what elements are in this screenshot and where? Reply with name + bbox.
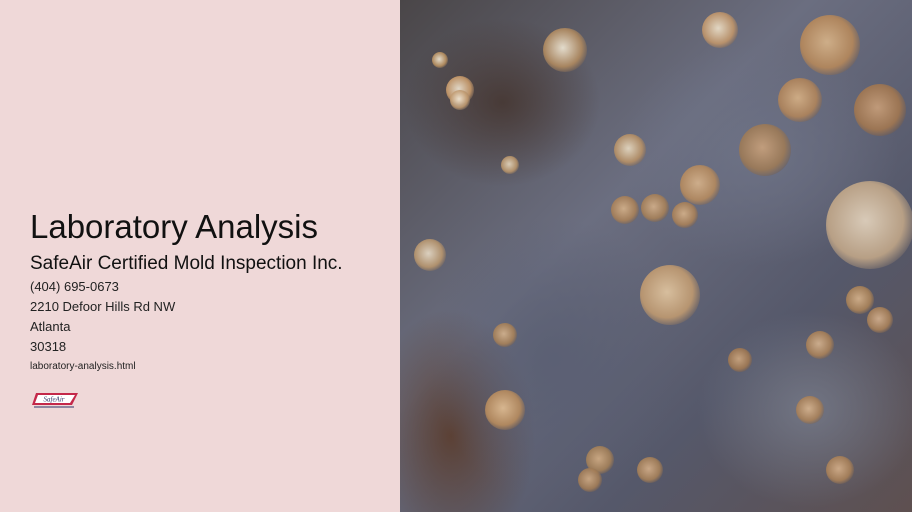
mold-spot: [578, 468, 602, 492]
mold-spot: [739, 124, 791, 176]
mold-spot: [796, 396, 824, 424]
mold-spot: [778, 78, 822, 122]
mold-spot: [485, 390, 525, 430]
mold-spot: [826, 181, 912, 269]
phone-number: (404) 695-0673: [30, 279, 119, 294]
mold-spot: [846, 286, 874, 314]
mold-spot: [493, 323, 517, 347]
mold-spot: [800, 15, 860, 75]
mold-spot: [637, 457, 663, 483]
mold-spot: [614, 134, 646, 166]
mold-spot: [702, 12, 738, 48]
mold-spot: [672, 202, 698, 228]
mold-spot: [543, 28, 587, 72]
mold-spot: [501, 156, 519, 174]
mold-photo: [400, 0, 912, 512]
mold-spot: [826, 456, 854, 484]
mold-spot: [450, 90, 470, 110]
company-name: SafeAir Certified Mold Inspection Inc.: [30, 253, 343, 274]
mold-spot: [414, 239, 446, 271]
mold-spot: [806, 331, 834, 359]
zip-code: 30318: [30, 339, 67, 354]
mold-spot: [432, 52, 448, 68]
info-panel: Laboratory Analysis SafeAir Certified Mo…: [0, 0, 400, 512]
mold-spot: [640, 265, 700, 325]
mold-spot: [680, 165, 720, 205]
page-link[interactable]: laboratory-analysis.html: [30, 361, 136, 372]
mold-spot: [854, 84, 906, 136]
mold-spot: [641, 194, 669, 222]
safeair-logo: SafeAir: [32, 393, 78, 408]
page-title: Laboratory Analysis: [30, 208, 318, 245]
mold-spot: [867, 307, 893, 333]
city: Atlanta: [30, 319, 71, 334]
mold-spot: [611, 196, 639, 224]
mold-spot: [728, 348, 752, 372]
logo-text: SafeAir: [44, 396, 65, 404]
street-address: 2210 Defoor Hills Rd NW: [30, 299, 176, 314]
